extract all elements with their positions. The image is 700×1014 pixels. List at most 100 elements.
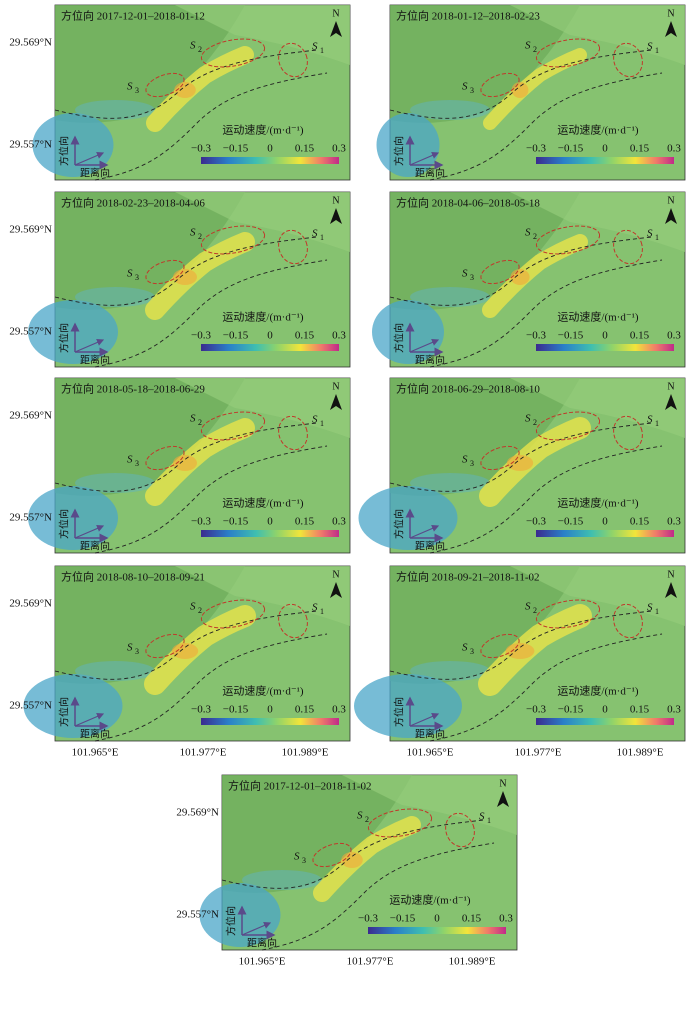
range-label: 距离向 [415, 539, 445, 552]
legend-tick: 0.15 [295, 330, 315, 342]
deformation-band [483, 48, 587, 130]
azimuth-label: 方位向 [224, 906, 237, 936]
blue-zone [410, 287, 490, 307]
lat-label: 29.557°N [9, 512, 52, 524]
colorbar [201, 718, 339, 725]
lat-label: 29.557°N [9, 139, 52, 151]
deformation-band [478, 604, 592, 696]
terrain-light [175, 5, 350, 65]
site-label-sub: 1 [655, 233, 659, 242]
site-label-sub: 3 [135, 86, 139, 95]
boundary-line [261, 842, 495, 951]
site-outline [200, 225, 266, 255]
deformation-core [171, 643, 199, 659]
boundary-line [94, 633, 328, 742]
legend-tick: −0.15 [223, 704, 249, 716]
site-outline [278, 603, 308, 639]
site-outline [200, 411, 266, 441]
site-label-sub: 1 [487, 816, 491, 825]
boundary-line [429, 445, 663, 554]
north-label: N [332, 569, 339, 580]
legend-tick: −0.3 [191, 143, 211, 155]
site-label-sub: 1 [655, 419, 659, 428]
legend-tick: −0.3 [191, 330, 211, 342]
site-label: S [312, 602, 318, 614]
legend-tick: −0.3 [191, 516, 211, 528]
blue-zone [372, 300, 444, 364]
legend-tick: 0.3 [332, 516, 346, 528]
colorbar [536, 718, 674, 725]
north-label: N [667, 195, 674, 206]
north-arrow [330, 394, 342, 410]
legend-tick: 0 [602, 704, 608, 716]
range-label: 距离向 [80, 539, 110, 552]
terrain-light [510, 5, 685, 65]
legend-tick: 0.15 [630, 330, 650, 342]
boundary-line [429, 259, 663, 368]
legend-title: 运动速度/(m·d⁻¹) [389, 893, 471, 907]
blue-zone [75, 287, 155, 307]
site-label-sub: 1 [655, 607, 659, 616]
legend-title: 运动速度/(m·d⁻¹) [557, 684, 639, 698]
site-label-sub: 2 [533, 418, 537, 427]
boundary-line [389, 236, 653, 306]
legend-title: 运动速度/(m·d⁻¹) [557, 496, 639, 510]
site-label: S [525, 601, 531, 613]
axis-arrow [409, 713, 440, 727]
site-label-sub: 3 [135, 459, 139, 468]
site-outline [613, 603, 643, 639]
deformation-band [144, 605, 256, 695]
legend-tick: 0.15 [630, 516, 650, 528]
terrain-light [342, 775, 517, 835]
range-label: 距离向 [415, 166, 445, 179]
site-label: S [479, 811, 485, 823]
blue-zone [199, 883, 281, 947]
blue-zone [354, 674, 462, 738]
legend-tick: 0.15 [630, 704, 650, 716]
site-outline [445, 812, 475, 848]
boundary-line [221, 819, 485, 889]
blue-zone [410, 661, 490, 681]
legend-tick: 0 [602, 516, 608, 528]
legend-title: 运动速度/(m·d⁻¹) [222, 123, 304, 137]
panel-title: 方位向 2018-06-29–2018-08-10 [396, 382, 540, 396]
boundary-line [54, 236, 318, 306]
lon-label: 101.977°E [515, 747, 562, 759]
colorbar [201, 530, 339, 537]
panel-title: 方位向 2018-09-21–2018-11-02 [396, 570, 540, 584]
lon-label: 101.965°E [407, 747, 454, 759]
legend-tick: −0.3 [526, 330, 546, 342]
site-label: S [294, 851, 300, 863]
north-label: N [667, 8, 674, 19]
site-label-sub: 1 [320, 46, 324, 55]
colorbar [201, 157, 339, 164]
site-outline [480, 72, 520, 98]
legend-tick: −0.15 [558, 516, 584, 528]
site-label: S [127, 81, 133, 93]
boundary-line [94, 72, 328, 181]
site-outline [312, 842, 352, 868]
site-label: S [312, 41, 318, 53]
north-label: N [332, 195, 339, 206]
blue-zone [410, 100, 490, 120]
terrain-light [175, 566, 350, 626]
legend-tick: −0.15 [558, 330, 584, 342]
blue-zone [358, 486, 458, 550]
north-label: N [667, 381, 674, 392]
range-label: 距离向 [80, 166, 110, 179]
site-label: S [357, 810, 363, 822]
terrain-light [510, 566, 685, 626]
terrain-light [510, 378, 685, 438]
site-label: S [127, 268, 133, 280]
north-arrow [330, 582, 342, 598]
blue-zone [242, 870, 322, 890]
legend-title: 运动速度/(m·d⁻¹) [557, 123, 639, 137]
legend-title: 运动速度/(m·d⁻¹) [557, 310, 639, 324]
terrain-dark [390, 192, 580, 310]
